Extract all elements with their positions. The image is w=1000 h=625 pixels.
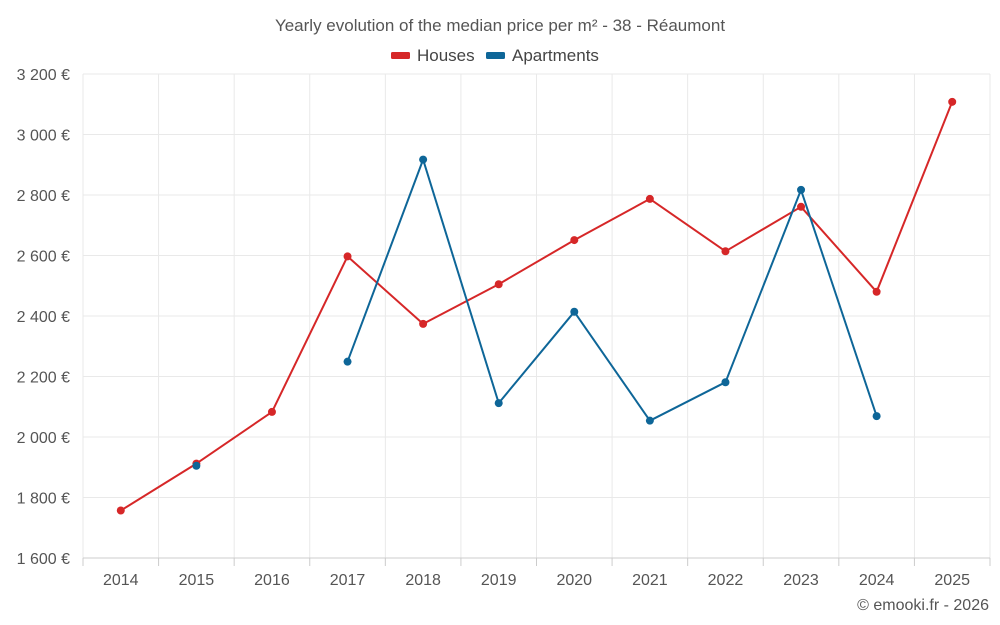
legend-item-apartments[interactable]: Apartments	[486, 46, 599, 65]
data-point-houses[interactable]: Houses 2023: 2761	[797, 202, 806, 211]
data-point-houses[interactable]: Houses 2019: 2505	[494, 280, 503, 289]
x-tick-label: 2018	[405, 572, 441, 589]
y-tick-label: 3 200 €	[17, 67, 70, 84]
data-point-houses[interactable]: Houses 2020: 2651	[570, 236, 579, 245]
legend-swatch-houses	[391, 52, 410, 59]
data-point-houses[interactable]: Houses 2025: 3108	[948, 97, 957, 106]
data-point-houses[interactable]: Houses 2014: 1757	[116, 506, 125, 515]
y-tick-label: 2 000 €	[17, 430, 70, 447]
x-tick-label: 2022	[708, 572, 744, 589]
series-line-houses	[119, 100, 954, 512]
chart-credit: © emooki.fr - 2026	[857, 597, 989, 614]
data-point-apartments[interactable]: Apartments 2018: 2917	[419, 155, 428, 164]
chart-legend: Houses Apartments	[391, 46, 599, 65]
series-lines	[119, 100, 954, 512]
data-point-apartments[interactable]: Apartments 2023: 2817	[797, 185, 806, 194]
x-tick-label: 2019	[481, 572, 517, 589]
x-axis-tick-labels: 2014 2015 2016 2017 2018 2019 2020 2021 2022 2023…	[103, 572, 970, 589]
x-tick-label: 2020	[556, 572, 592, 589]
series-points: Houses 2014: 1757Houses 2015: 1912Houses…	[116, 97, 957, 515]
data-point-apartments[interactable]: Apartments 2017: 2249	[343, 357, 352, 366]
data-point-houses[interactable]: Houses 2024: 2480	[872, 287, 881, 296]
y-tick-label: 2 400 €	[17, 309, 70, 326]
data-point-apartments[interactable]: Apartments 2019: 2112	[494, 399, 503, 408]
data-point-houses[interactable]: Houses 2016: 2083	[267, 407, 276, 416]
y-tick-label: 2 800 €	[17, 188, 70, 205]
y-tick-label: 2 200 €	[17, 370, 70, 387]
data-point-apartments[interactable]: Apartments 2020: 2414	[570, 307, 579, 316]
data-point-apartments[interactable]: Apartments 2022: 2181	[721, 378, 730, 387]
x-tick-label: 2015	[179, 572, 215, 589]
series-line-apartments	[346, 158, 878, 422]
data-point-houses[interactable]: Houses 2018: 2374	[419, 319, 428, 328]
y-tick-label: 1 600 €	[17, 551, 70, 568]
x-tick-label: 2017	[330, 572, 366, 589]
data-point-houses[interactable]: Houses 2021: 2787	[645, 194, 654, 203]
gridlines	[82, 73, 991, 558]
legend-label-houses: Houses	[417, 46, 475, 65]
y-tick-label: 2 600 €	[17, 249, 70, 266]
x-tick-label: 2025	[934, 572, 970, 589]
legend-label-apartments: Apartments	[512, 46, 599, 65]
y-tick-label: 3 000 €	[17, 128, 70, 145]
x-tick-label: 2014	[103, 572, 139, 589]
data-point-houses[interactable]: Houses 2022: 2614	[721, 247, 730, 256]
chart-title: Yearly evolution of the median price per…	[275, 16, 725, 35]
x-tick-label: 2021	[632, 572, 668, 589]
x-tick-label: 2016	[254, 572, 290, 589]
data-point-houses[interactable]: Houses 2017: 2597	[343, 252, 352, 261]
legend-item-houses[interactable]: Houses	[391, 46, 475, 65]
x-tick-label: 2024	[859, 572, 895, 589]
y-axis-tick-labels: 1 600 € 1 800 € 2 000 € 2 200 € 2 400 € 2 600…	[17, 67, 70, 568]
data-point-apartments[interactable]: Apartments 2024: 2069	[872, 412, 881, 421]
y-tick-label: 1 800 €	[17, 491, 70, 508]
data-point-apartments[interactable]: Apartments 2015: 1905	[192, 461, 201, 470]
axes	[82, 557, 991, 566]
legend-swatch-apartments	[486, 52, 505, 59]
x-tick-label: 2023	[783, 572, 819, 589]
data-point-apartments[interactable]: Apartments 2021: 2054	[645, 416, 654, 425]
